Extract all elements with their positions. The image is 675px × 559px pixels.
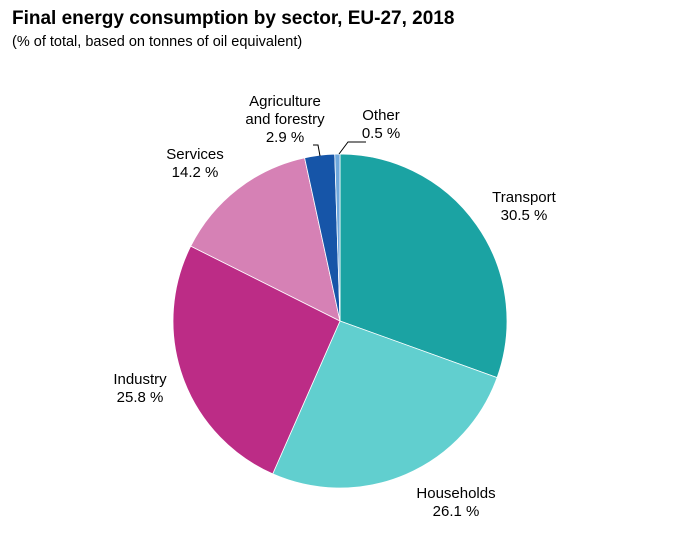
slice-label-services: Services 14.2 %: [166, 146, 224, 181]
pie-slice-other: [334, 153, 341, 322]
slice-label-transport: Transport 30.5 %: [492, 189, 556, 224]
chart-title: Final energy consumption by sector, EU-2…: [12, 8, 455, 29]
slice-label-industry: Industry 25.8 %: [113, 371, 167, 406]
slice-label-households: Households 26.1 %: [416, 485, 495, 520]
slice-label-other: Other 0.5 %: [362, 107, 400, 142]
pie-slice-transport: [339, 153, 508, 379]
pie-slice-industry: [172, 245, 341, 475]
slice-label-agriculture-and-forestry: Agriculture and forestry 2.9 %: [245, 93, 325, 146]
leader-line-agriculture-and-forestry: [313, 144, 321, 157]
leader-line-other: [338, 141, 366, 155]
pie-slice-services: [190, 157, 341, 322]
chart-subtitle: (% of total, based on tonnes of oil equi…: [12, 34, 303, 50]
pie-slice-households: [272, 320, 498, 489]
